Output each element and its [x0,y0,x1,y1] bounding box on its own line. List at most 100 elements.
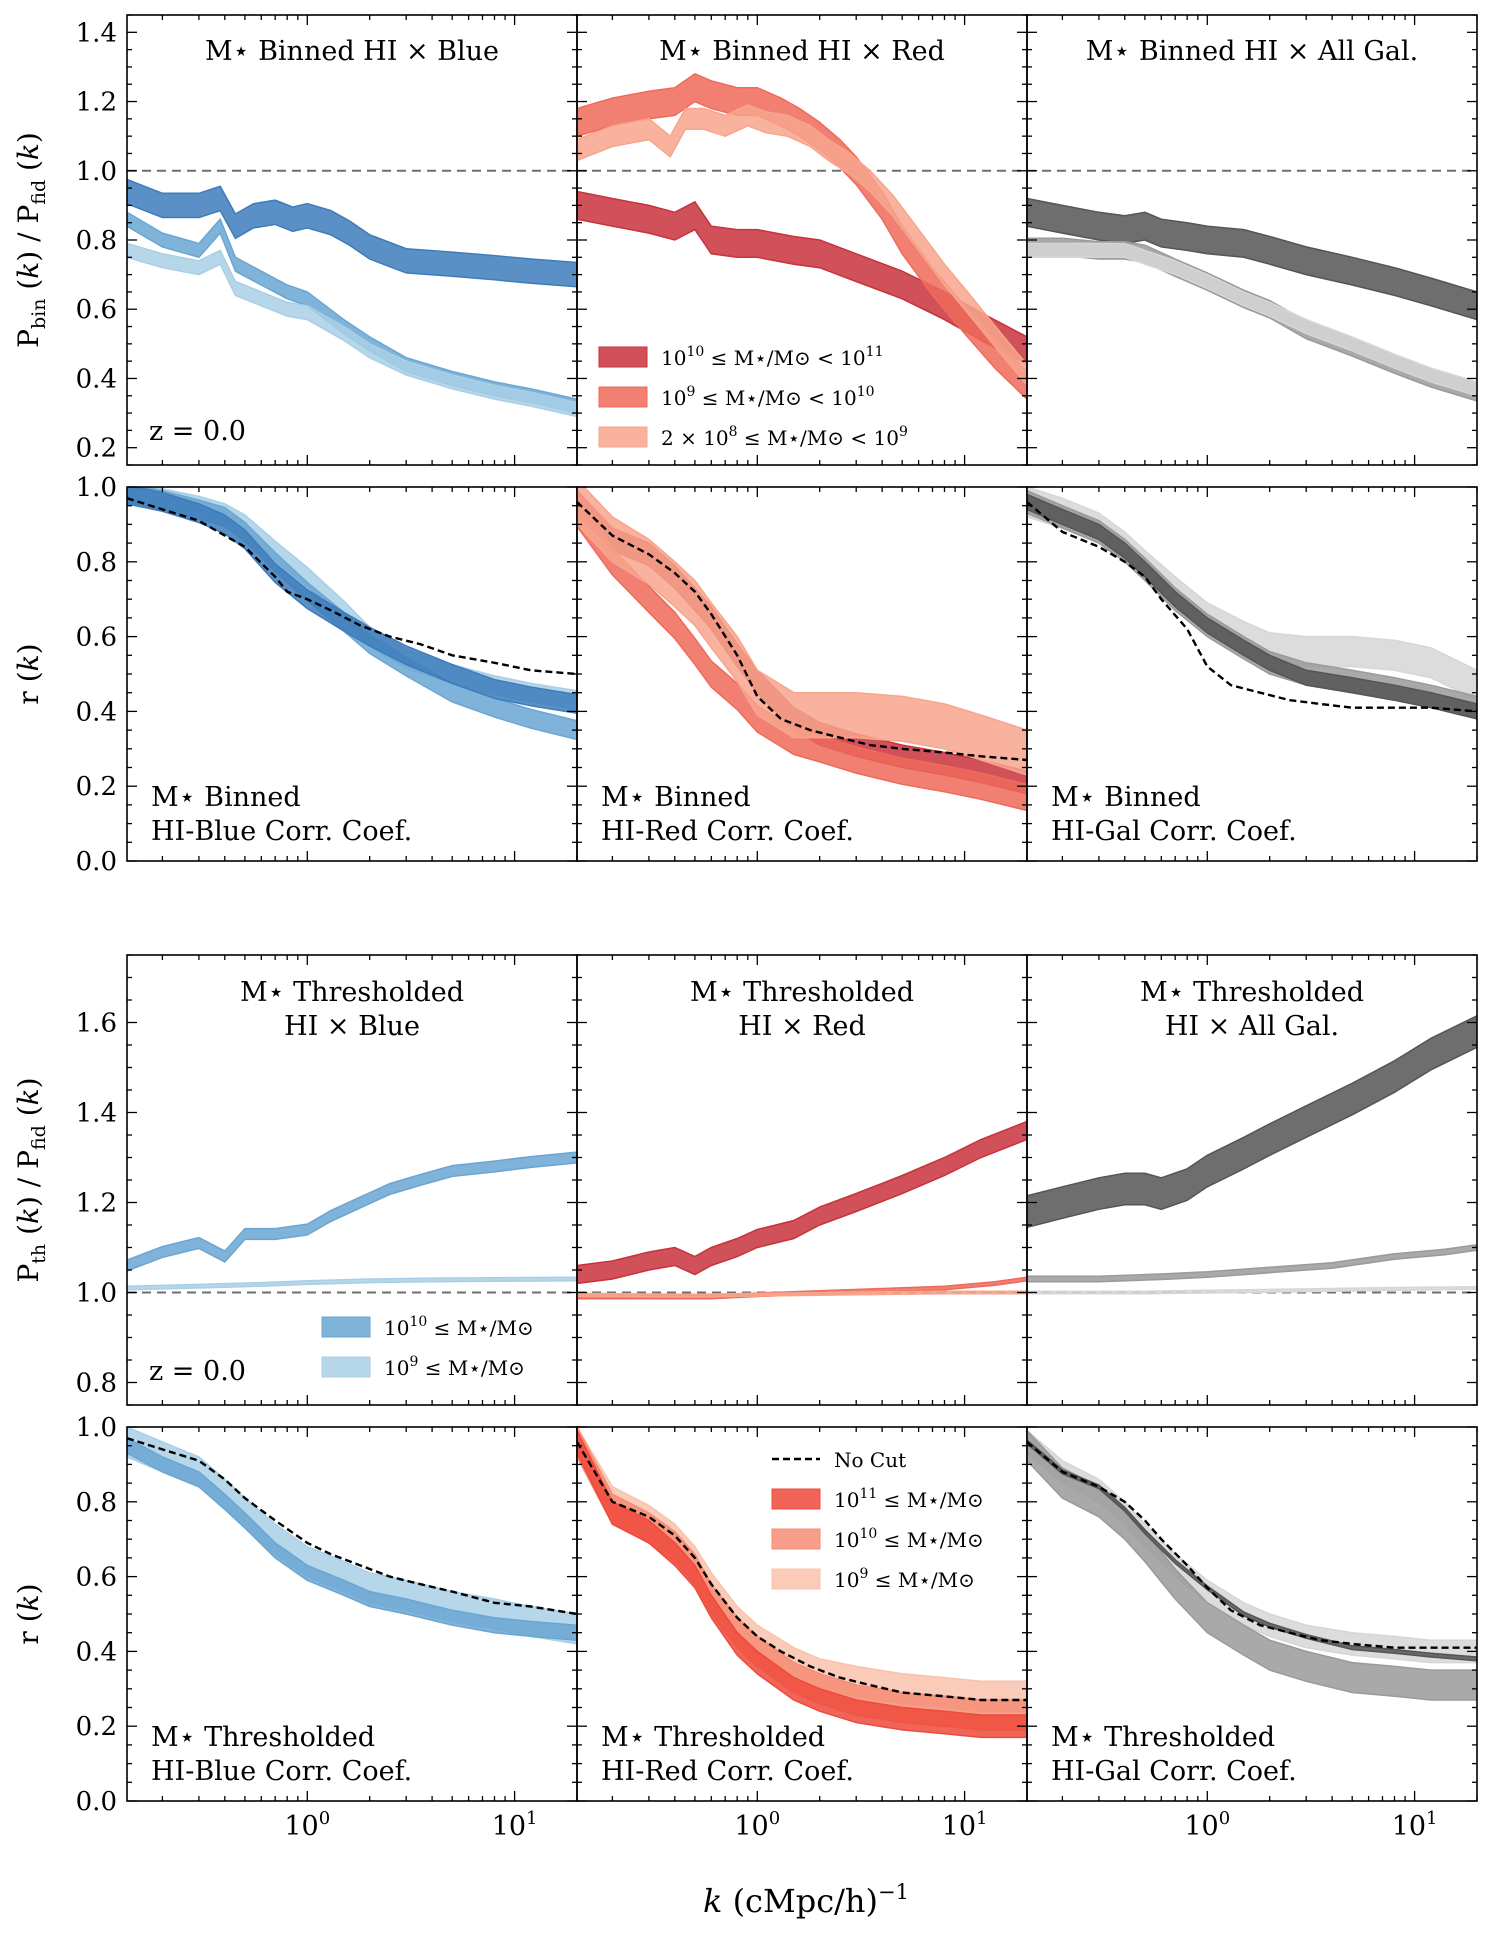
text-part: ≤ M⋆/M⊙ [868,1568,974,1592]
legend-label: 1010 ≤ M⋆/M⊙ < 1011 [661,344,883,370]
panel-title: HI × Red [738,1011,866,1042]
y-tick-label: 1.0 [76,157,117,187]
legend-swatch [322,1317,370,1337]
series-group [577,480,1027,811]
text-part: 10 [284,1811,318,1842]
text-part: ) [12,132,45,143]
text-part: ( [12,279,45,299]
panel-title: M⋆ Binned HI × Blue [205,36,499,67]
legend-exponent: 11 [866,344,884,360]
y-tick-label: 0.8 [76,226,117,256]
series-group [1027,1431,1477,1700]
panel-subtitle: M⋆ Binned [1051,782,1201,813]
y-tick-label: 0.6 [76,1563,117,1593]
series-band-1 [1027,1245,1477,1282]
series-band-1 [127,1277,577,1290]
legend-exponent: 10 [686,344,704,360]
legend-label: 1011 ≤ M⋆/M⊙ [834,1486,984,1512]
y-tick-label: 0.2 [76,772,117,802]
series-band-1 [1027,238,1477,401]
panel-binned-ratio-red: M⋆ Binned HI × Red1010 ≤ M⋆/M⊙ < 1011109… [577,15,1027,465]
text-part: 10 [1184,1811,1218,1842]
no-cut-line [127,498,577,674]
text-part: ) [12,1077,45,1088]
legend-exponent: 10 [409,1314,427,1330]
text-part: 10 [384,1356,409,1380]
y-tick-label: 1.0 [76,1279,117,1309]
text-part: k [12,654,45,671]
legend-exponent: 10 [857,384,875,400]
legend-exponent: 9 [859,1566,868,1582]
x-tick-label: 100 [284,1808,330,1842]
text-part: r ( [12,671,45,704]
x-tick-exponent: 0 [769,1808,780,1829]
x-tick-exponent: 1 [526,1808,537,1829]
panel-subtitle: M⋆ Binned [601,782,751,813]
series-group [127,179,577,416]
text-part: P [12,1264,45,1283]
y-tick-label: 0.8 [76,548,117,578]
legend-label: 109 ≤ M⋆/M⊙ [384,1354,525,1380]
series-band-2 [577,480,1027,776]
text-part: bin [28,299,50,329]
series-band-0 [127,1152,577,1271]
legend-swatch [772,1489,820,1509]
series-group [127,481,577,739]
text-part: k [703,1882,722,1920]
text-part: < 10 [811,346,866,370]
y-tick-label: 1.2 [76,1189,117,1219]
text-part: < 10 [844,426,899,450]
y-tick-label: 0.2 [76,434,117,464]
series-band-0 [1027,1016,1477,1228]
x-tick-label: 101 [492,1808,538,1842]
y-tick-label: 0.4 [76,697,117,727]
panel-thresh-corr-blue: 100 1010.00.20.40.60.81.0r (k)M⋆ Threshol… [12,1413,577,1842]
legend-swatch [599,427,647,447]
x-tick-label: 100 [734,1808,780,1842]
legend-swatch [772,1569,820,1589]
text-part: k [12,143,45,160]
y-tick-label: 1.6 [76,1009,117,1039]
text-part: k [12,1088,45,1105]
panel-thresh-ratio-gal: M⋆ ThresholdedHI × All Gal. [1027,955,1477,1405]
text-part: ≤ M⋆/M⊙ [877,1528,983,1552]
series-band-0 [577,1122,1027,1284]
text-part: P [12,329,45,348]
legend-exponent: 11 [859,1486,877,1502]
y-tick-label: 1.2 [76,88,117,118]
series-band-0 [1027,1431,1477,1663]
y-axis-label: Pbin (k) / Pfid (k) [12,132,50,348]
text-part: ≤ M⋆/M⊙ [704,346,810,370]
legend-label: No Cut [834,1448,906,1472]
text-part: ) [12,643,45,654]
y-tick-label: 1.4 [76,1099,117,1129]
redshift-label: z = 0.0 [149,1356,246,1387]
x-tick-exponent: 1 [1426,1808,1437,1829]
text-part: 2 × 10 [661,426,729,450]
panel-subtitle: HI-Gal Corr. Coef. [1051,1756,1297,1787]
panel-subtitle: HI-Blue Corr. Coef. [151,816,412,847]
text-part: ≤ M⋆/M⊙ [418,1356,524,1380]
text-part: k [12,1594,45,1611]
legend-exponent: 10 [859,1526,877,1542]
panel-binned-ratio-gal: M⋆ Binned HI × All Gal. [1027,15,1477,465]
panel-subtitle: HI-Blue Corr. Coef. [151,1756,412,1787]
panel-subtitle: HI-Red Corr. Coef. [601,1756,854,1787]
text-part: 10 [834,1568,859,1592]
panel-binned-corr-blue: 0.00.20.40.60.81.0r (k)M⋆ BinnedHI-Blue … [12,473,577,877]
legend-swatch [772,1529,820,1549]
series-group [127,1152,577,1290]
y-axis-label: Pth (k) / Pfid (k) [12,1077,50,1282]
series-band-2 [1027,244,1477,396]
panel-title: M⋆ Thresholded [1140,977,1364,1008]
text-part: k [12,262,45,279]
x-axis-label-exponent: −1 [878,1880,909,1904]
y-tick-label: 1.4 [76,18,117,48]
panel-subtitle: M⋆ Thresholded [1051,1722,1275,1753]
text-part: ) / P [12,205,45,262]
panel-title: M⋆ Thresholded [240,977,464,1008]
panel-title: HI × Blue [284,1011,420,1042]
